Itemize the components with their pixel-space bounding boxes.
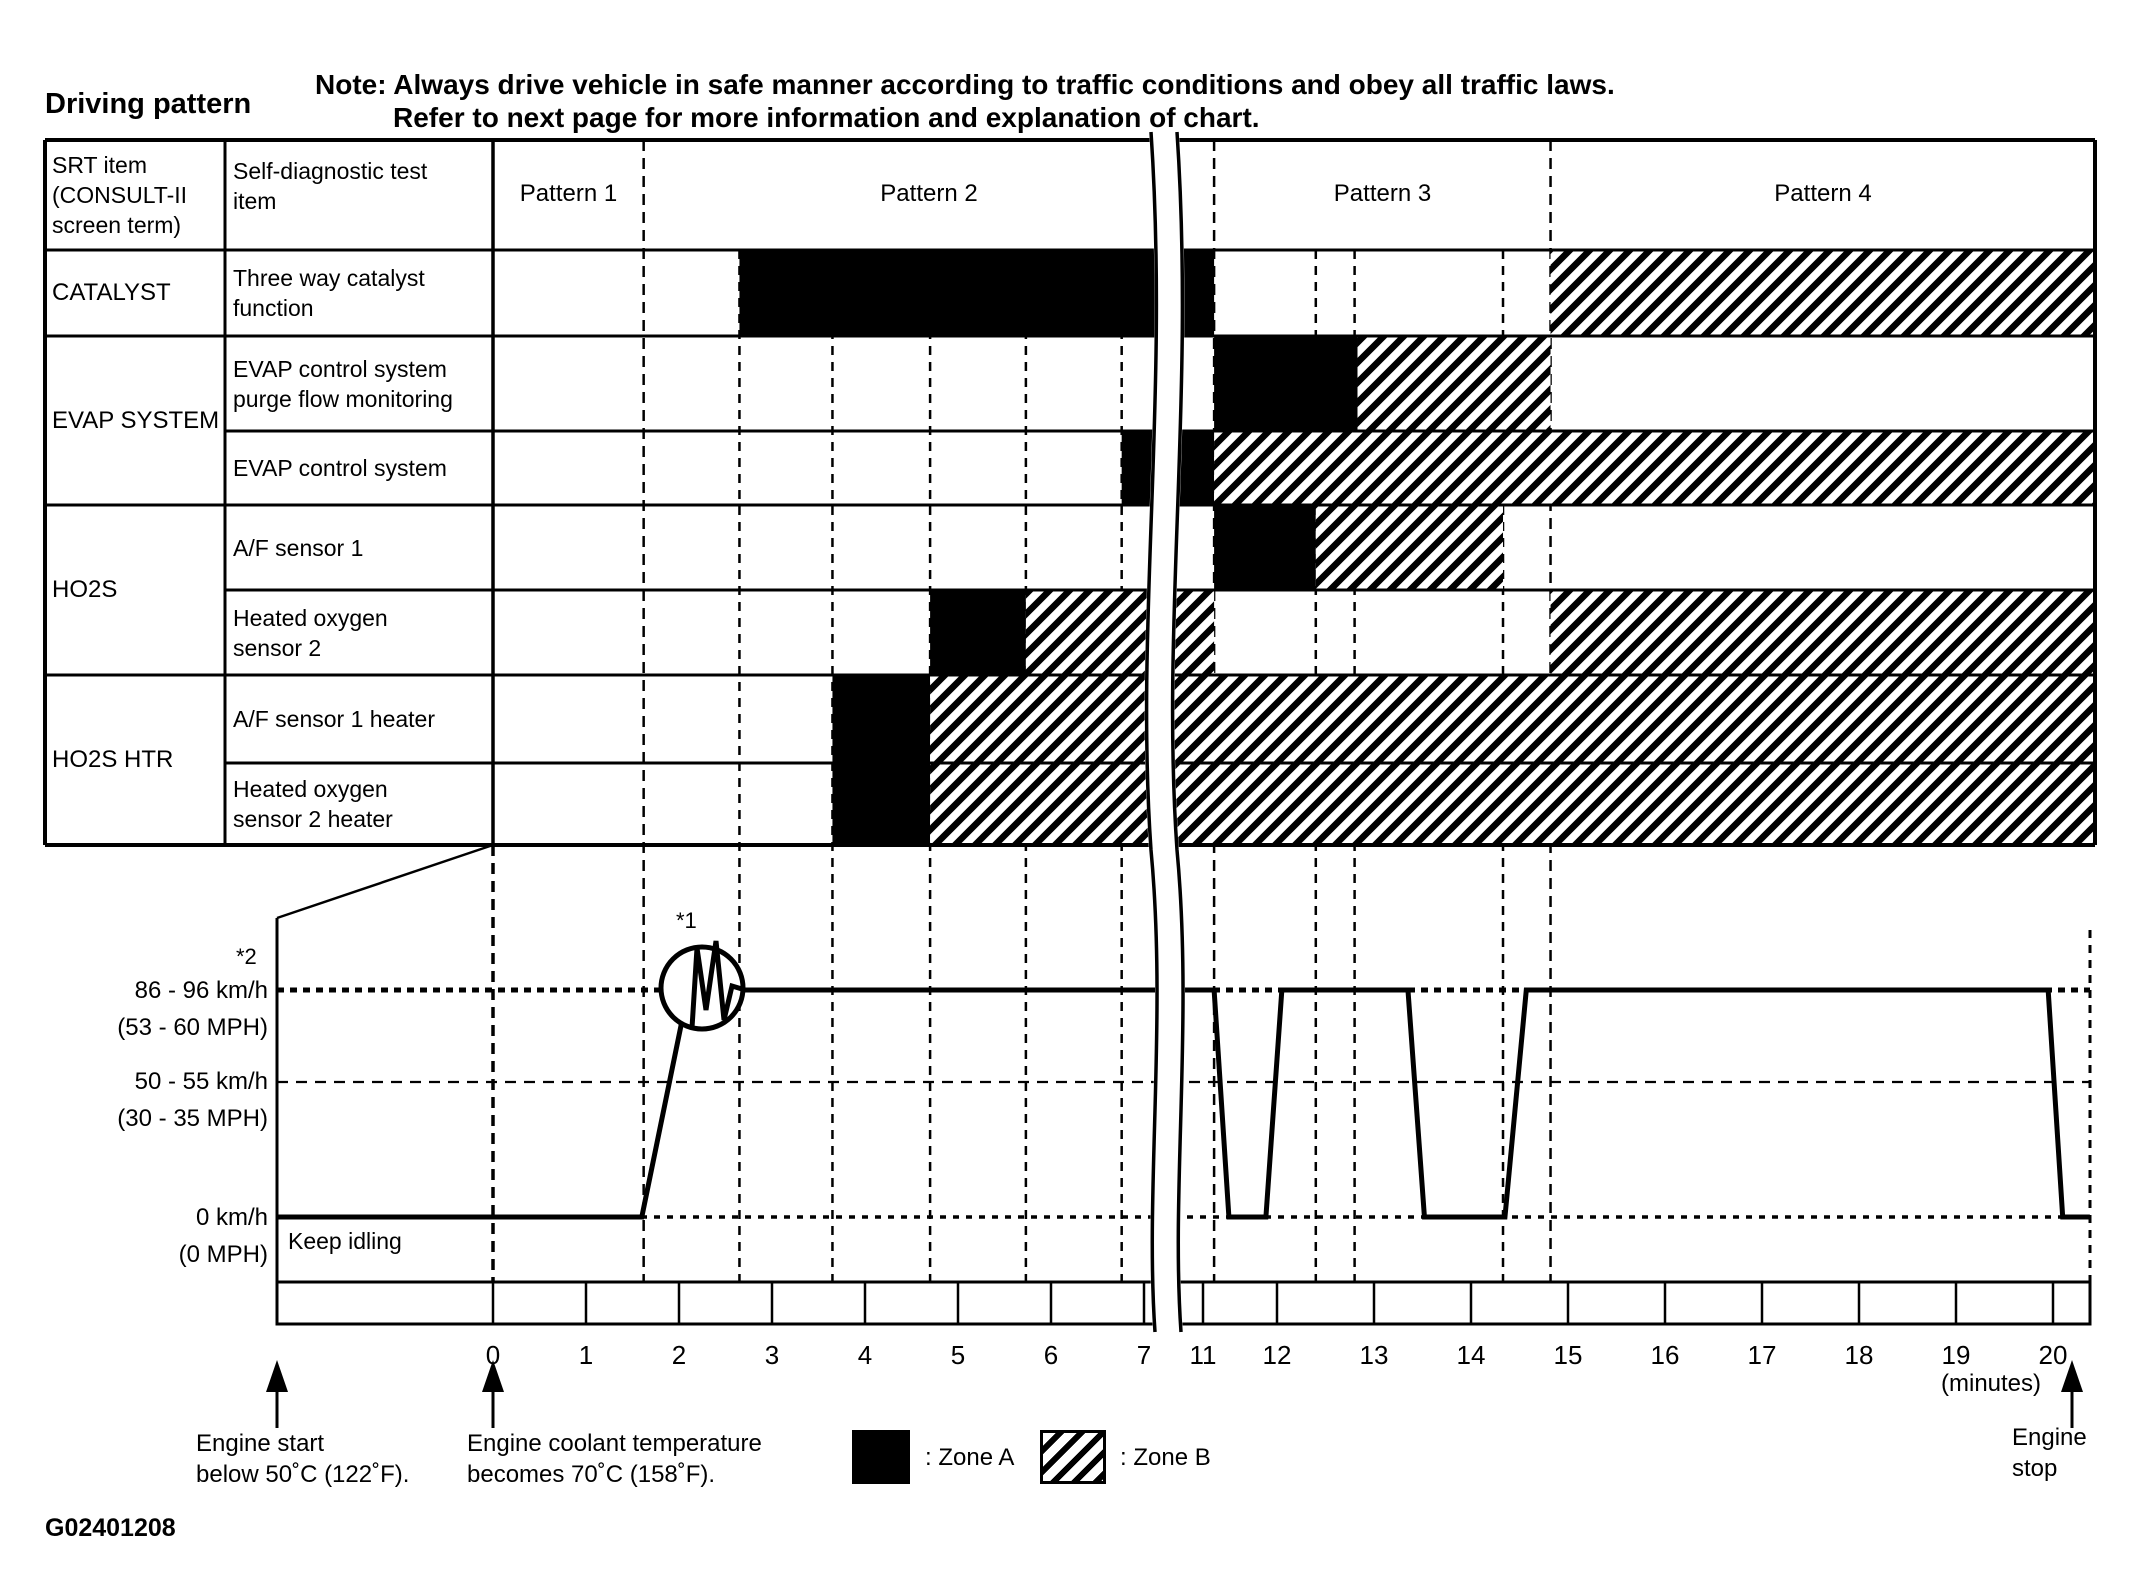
srt-item-catalyst: CATALYST	[52, 279, 171, 306]
tick-label-4: 4	[857, 1340, 873, 1370]
zone-b-bar	[1550, 590, 2095, 675]
table-graph-connector	[276, 843, 494, 920]
tick-label-12: 12	[1262, 1340, 1292, 1370]
engine-start-arrow-head	[266, 1360, 288, 1392]
zone-a-bar	[739, 250, 1215, 336]
tick-label-14: 14	[1456, 1340, 1486, 1370]
zone-b-bar	[1025, 590, 1215, 675]
zone-b-bar	[930, 763, 2095, 845]
tick-label-18: 18	[1844, 1340, 1874, 1370]
minutes-label: (minutes)	[1941, 1370, 2042, 1397]
figure-code: G02401208	[45, 1514, 176, 1542]
tick-label-2: 2	[671, 1340, 687, 1370]
pattern-header-2: Pattern 2	[880, 180, 978, 207]
time-scale-bar	[275, 1280, 2092, 1326]
zone-b-bar	[1315, 505, 1504, 590]
footnote-2: *2	[236, 944, 257, 969]
axis-break-band	[1144, 130, 1186, 1334]
coolant-arrow-head	[482, 1360, 504, 1392]
speed-label-mid: 50 - 55 km/h (30 - 35 MPH)	[117, 1068, 268, 1132]
test-item-label-5: A/F sensor 1 heater	[233, 706, 435, 732]
pattern-header-1: Pattern 1	[519, 180, 618, 207]
pattern-header-3: Pattern 3	[1333, 180, 1432, 207]
srt-item-header: SRT item (CONSULT-II screen term)	[52, 152, 188, 238]
speed-label-high: 86 - 96 km/h (53 - 60 MPH)	[117, 977, 268, 1041]
test-item-label-4: Heated oxygen sensor 2	[233, 604, 388, 661]
axis-break-right-curve	[1170, 131, 1185, 1333]
tick-label-13: 13	[1359, 1340, 1389, 1370]
engine-stop-note: Engine stop	[2012, 1424, 2087, 1482]
page-title: Driving pattern	[45, 88, 252, 120]
engine-start-note: Engine start below 50˚C (122˚F).	[196, 1430, 410, 1488]
tick-label-15: 15	[1553, 1340, 1583, 1370]
srt-item-ho2s: HO2S	[52, 576, 118, 603]
test-item-label-2: EVAP control system	[233, 455, 447, 481]
zone-b-bar	[1214, 431, 2095, 505]
zone-b-swatch	[1040, 1430, 1106, 1484]
tick-label-11: 11	[1189, 1340, 1217, 1370]
tick-label-20: 20	[2038, 1340, 2068, 1370]
note-line1: Note: Always drive vehicle in safe manne…	[315, 69, 1615, 100]
zone-a-bar	[832, 763, 931, 845]
zone-a-bar	[930, 590, 1026, 675]
zone-b-bar	[930, 675, 2095, 763]
axis-break-left-curve	[1144, 131, 1159, 1333]
test-item-label-6: Heated oxygen sensor 2 heater	[233, 776, 393, 832]
zone-a-label: : Zone A	[925, 1444, 1015, 1471]
note-line2: Refer to next page for more information …	[393, 102, 1260, 133]
srt-item-evap-system: EVAP SYSTEM	[52, 406, 220, 434]
zone-a-bar	[832, 675, 931, 763]
tick-label-19: 19	[1941, 1340, 1971, 1370]
coolant-note: Engine coolant temperature becomes 70˚C …	[467, 1430, 762, 1488]
srt-item-ho2s-htr: HO2S HTR	[52, 746, 174, 773]
tick-label-1: 1	[578, 1340, 594, 1370]
tick-label-3: 3	[764, 1340, 780, 1370]
speed-trace	[277, 987, 2090, 1220]
zone-b-bar	[1357, 336, 1551, 431]
test-item-label-1: EVAP control system purge flow monitorin…	[233, 355, 453, 412]
zone-a-bar	[1214, 336, 1358, 431]
zone-a-bar	[1214, 505, 1316, 590]
zone-b-bar	[1550, 250, 2095, 336]
footnote-1: *1	[676, 908, 697, 933]
test-item-label-0: Three way catalyst function	[233, 265, 425, 321]
tick-label-7: 7	[1136, 1340, 1152, 1370]
keep-idling-label: Keep idling	[288, 1228, 402, 1254]
tick-label-5: 5	[950, 1340, 966, 1370]
zone-b-label: : Zone B	[1120, 1444, 1211, 1471]
zone-a-swatch	[852, 1430, 910, 1484]
engine-stop-arrow-head	[2061, 1360, 2083, 1392]
tick-label-6: 6	[1043, 1340, 1059, 1370]
speed-flutter-zigzag	[689, 940, 743, 1029]
pattern-header-4: Pattern 4	[1774, 180, 1872, 207]
speed-label-zero: 0 km/h (0 MPH)	[178, 1204, 268, 1268]
tick-label-0: 0	[485, 1340, 501, 1370]
tick-label-16: 16	[1650, 1340, 1680, 1370]
tick-label-17: 17	[1747, 1340, 1777, 1370]
test-item-label-3: A/F sensor 1	[233, 534, 364, 561]
test-item-header: Self-diagnostic test item	[233, 158, 428, 214]
